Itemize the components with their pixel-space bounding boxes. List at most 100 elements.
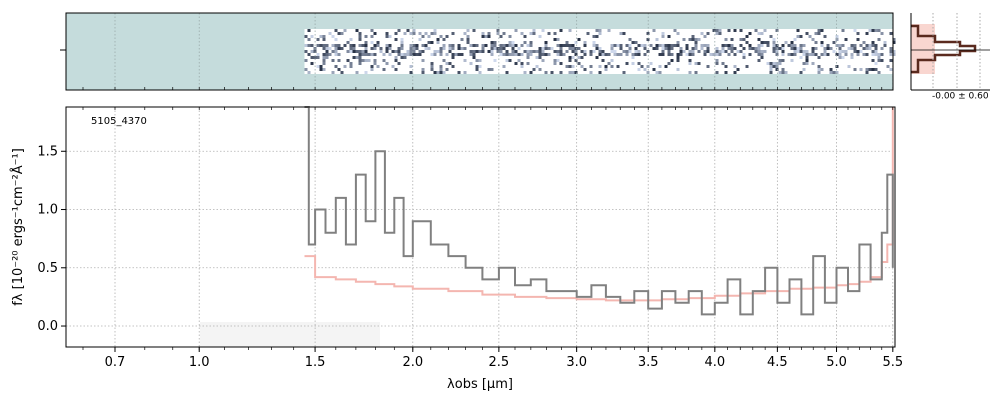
trace-pixel xyxy=(820,29,824,32)
trace-pixel xyxy=(478,50,482,53)
trace-pixel xyxy=(670,53,674,56)
trace-pixel xyxy=(391,65,395,68)
trace-pixel xyxy=(790,41,794,44)
trace-pixel xyxy=(757,59,761,62)
trace-pixel xyxy=(535,65,539,68)
trace-pixel xyxy=(451,53,455,56)
trace-pixel xyxy=(349,44,353,47)
trace-pixel xyxy=(715,47,719,50)
trace-pixel xyxy=(457,53,461,56)
trace-pixel xyxy=(748,44,752,47)
trace-pixel xyxy=(343,44,347,47)
trace-pixel xyxy=(448,50,452,53)
trace-pixel xyxy=(622,50,626,53)
trace-pixel xyxy=(811,50,815,53)
trace-pixel xyxy=(802,44,806,47)
spectrum-2d-panel xyxy=(60,12,896,91)
trace-pixel xyxy=(553,50,557,53)
trace-pixel xyxy=(781,50,785,53)
trace-pixel xyxy=(310,50,314,53)
trace-pixel xyxy=(580,50,584,53)
trace-pixel xyxy=(658,44,662,47)
trace-pixel xyxy=(436,50,440,53)
trace-pixel xyxy=(823,50,827,53)
trace-pixel xyxy=(838,47,842,50)
trace-pixel xyxy=(490,47,494,50)
trace-pixel xyxy=(826,47,830,50)
trace-pixel xyxy=(793,44,797,47)
trace-pixel xyxy=(481,44,485,47)
trace-pixel xyxy=(856,38,860,41)
trace-pixel xyxy=(745,65,749,68)
trace-pixel xyxy=(526,50,530,53)
trace-pixel xyxy=(511,44,515,47)
trace-pixel xyxy=(421,50,425,53)
trace-pixel xyxy=(889,53,893,56)
trace-pixel xyxy=(328,32,332,35)
trace-pixel xyxy=(715,71,719,74)
trace-pixel xyxy=(841,44,845,47)
trace-pixel xyxy=(874,68,878,71)
trace-pixel xyxy=(676,59,680,62)
trace-pixel xyxy=(385,44,389,47)
trace-pixel xyxy=(364,71,368,74)
trace-pixel xyxy=(604,53,608,56)
trace-pixel xyxy=(877,38,881,41)
trace-pixel xyxy=(748,32,752,35)
trace-pixel xyxy=(799,44,803,47)
trace-pixel xyxy=(463,71,467,74)
trace-pixel xyxy=(472,53,476,56)
trace-pixel xyxy=(565,50,569,53)
trace-pixel xyxy=(772,44,776,47)
trace-pixel xyxy=(886,65,890,68)
trace-pixel xyxy=(817,56,821,59)
trace-pixel xyxy=(739,50,743,53)
trace-pixel xyxy=(550,71,554,74)
trace-pixel xyxy=(712,29,716,32)
trace-pixel xyxy=(871,41,875,44)
trace-pixel xyxy=(718,53,722,56)
trace-pixel xyxy=(772,38,776,41)
trace-pixel xyxy=(472,29,476,32)
trace-pixel xyxy=(538,56,542,59)
trace-pixel xyxy=(841,50,845,53)
trace-pixel xyxy=(721,44,725,47)
trace-pixel xyxy=(460,38,464,41)
trace-pixel xyxy=(424,47,428,50)
trace-pixel xyxy=(322,56,326,59)
trace-pixel xyxy=(661,53,665,56)
trace-pixel xyxy=(373,62,377,65)
trace-pixel xyxy=(841,29,845,32)
trace-pixel xyxy=(637,53,641,56)
trace-pixel xyxy=(706,47,710,50)
trace-pixel xyxy=(703,50,707,53)
trace-pixel xyxy=(520,65,524,68)
trace-pixel xyxy=(313,56,317,59)
trace-pixel xyxy=(877,29,881,32)
trace-pixel xyxy=(874,47,878,50)
trace-pixel xyxy=(769,71,773,74)
trace-pixel xyxy=(718,32,722,35)
trace-pixel xyxy=(874,29,878,32)
trace-pixel xyxy=(604,65,608,68)
trace-pixel xyxy=(556,53,560,56)
trace-pixel xyxy=(475,59,479,62)
trace-pixel xyxy=(337,32,341,35)
profile-annotation: -0.00 ± 0.60 xyxy=(932,92,989,102)
trace-pixel xyxy=(370,53,374,56)
trace-pixel xyxy=(637,50,641,53)
trace-pixel xyxy=(328,47,332,50)
trace-pixel xyxy=(610,50,614,53)
trace-pixel xyxy=(781,47,785,50)
trace-pixel xyxy=(865,71,869,74)
trace-pixel xyxy=(814,32,818,35)
trace-pixel xyxy=(451,65,455,68)
trace-pixel xyxy=(358,38,362,41)
trace-pixel xyxy=(574,41,578,44)
trace-pixel xyxy=(631,62,635,65)
trace-pixel xyxy=(400,44,404,47)
trace-pixel xyxy=(598,53,602,56)
trace-pixel xyxy=(634,50,638,53)
trace-pixel xyxy=(694,71,698,74)
trace-pixel xyxy=(490,50,494,53)
